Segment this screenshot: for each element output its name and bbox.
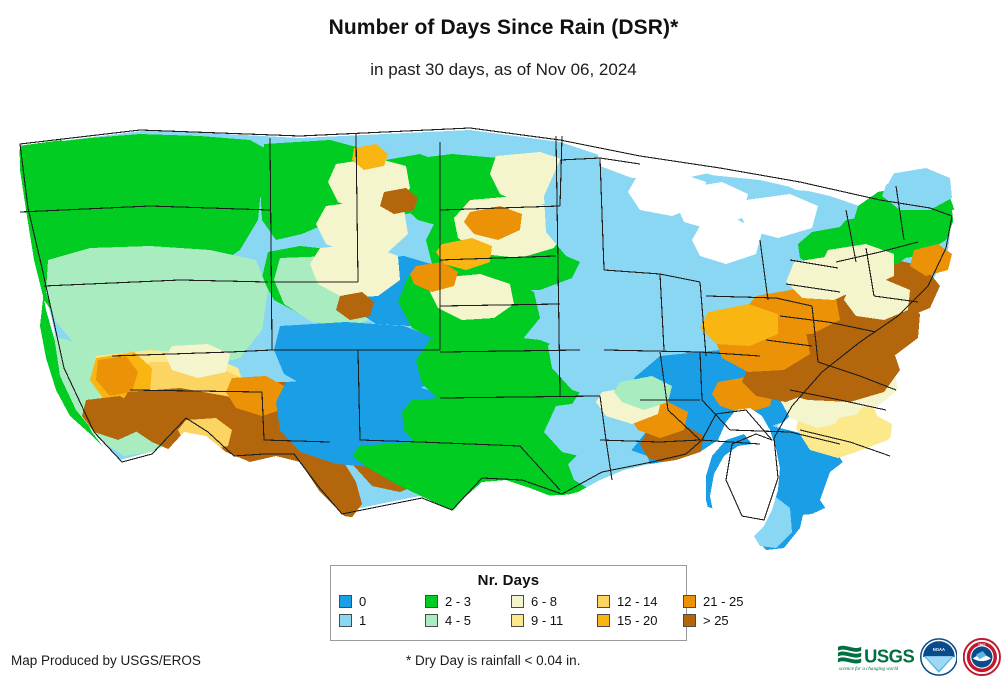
legend-swatch-0	[339, 595, 352, 608]
map-container[interactable]	[0, 100, 1007, 550]
legend-swatch-15-20	[597, 614, 610, 627]
svg-text:USGS: USGS	[864, 645, 913, 666]
legend-item-21-25[interactable]: 21 - 25	[683, 592, 743, 611]
legend-item-4-5[interactable]: 4 - 5	[425, 611, 511, 630]
outside-conus-mask	[0, 100, 1007, 550]
legend-title: Nr. Days	[477, 572, 540, 589]
legend-swatch-4-5	[425, 614, 438, 627]
great-lakes-water	[596, 136, 900, 264]
conus-choropleth-map[interactable]	[0, 100, 1007, 550]
legend-swatch-12-14	[597, 595, 610, 608]
legend-items: 0 2 - 3 6 - 8 12 - 14 21 - 25 1	[331, 592, 743, 630]
legend-swatch-21-25	[683, 595, 696, 608]
dsr-raster-regions	[0, 100, 1007, 550]
legend-label-2-3: 2 - 3	[445, 594, 472, 609]
legend-swatch-gt25	[683, 614, 696, 627]
legend-label-9-11: 9 - 11	[531, 613, 564, 628]
agency-logos: USGS science for a changing world NOAA N…	[836, 634, 1001, 680]
legend-item-6-8[interactable]: 6 - 8	[511, 592, 597, 611]
svg-text:NWS: NWS	[979, 643, 986, 647]
state-boundaries	[19, 127, 953, 521]
legend-item-12-14[interactable]: 12 - 14	[597, 592, 683, 611]
svg-text:science for a changing world: science for a changing world	[839, 665, 899, 672]
nws-logo[interactable]: NWS	[963, 638, 1001, 676]
page-title: Number of Days Since Rain (DSR)*	[328, 16, 679, 39]
footer-attribution: Map Produced by USGS/EROS	[11, 653, 201, 668]
legend-label-12-14: 12 - 14	[617, 594, 658, 609]
legend-label-1: 1	[359, 613, 367, 628]
region-plains-orange-streaks	[336, 144, 522, 320]
legend-label-15-20: 15 - 20	[617, 613, 658, 628]
legend-item-2-3[interactable]: 2 - 3	[425, 592, 511, 611]
legend-item-1[interactable]: 1	[339, 611, 425, 630]
region-new-england	[786, 168, 956, 320]
legend-item-gt25[interactable]: > 25	[683, 611, 743, 630]
page-subtitle: in past 30 days, as of Nov 06, 2024	[370, 60, 637, 79]
legend-swatch-2-3	[425, 595, 438, 608]
svg-text:NOAA: NOAA	[932, 647, 944, 652]
legend-label-4-5: 4 - 5	[445, 613, 472, 628]
legend-panel: Nr. Days 0 2 - 3 6 - 8 12 - 14 21 - 25	[330, 565, 743, 641]
legend-item-9-11[interactable]: 9 - 11	[511, 611, 597, 630]
footer-note: * Dry Day is rainfall < 0.04 in.	[406, 653, 581, 668]
usgs-logo[interactable]: USGS science for a changing world	[836, 640, 914, 674]
legend-swatch-9-11	[511, 614, 524, 627]
legend-item-15-20[interactable]: 15 - 20	[597, 611, 683, 630]
legend-label-gt25: > 25	[703, 613, 729, 628]
noaa-logo[interactable]: NOAA	[919, 638, 958, 676]
legend-item-0[interactable]: 0	[339, 592, 425, 611]
legend-swatch-6-8	[511, 595, 524, 608]
legend-label-0: 0	[359, 594, 367, 609]
legend-label-6-8: 6 - 8	[531, 594, 558, 609]
legend-label-21-25: 21 - 25	[703, 594, 744, 609]
legend-swatch-1	[339, 614, 352, 627]
